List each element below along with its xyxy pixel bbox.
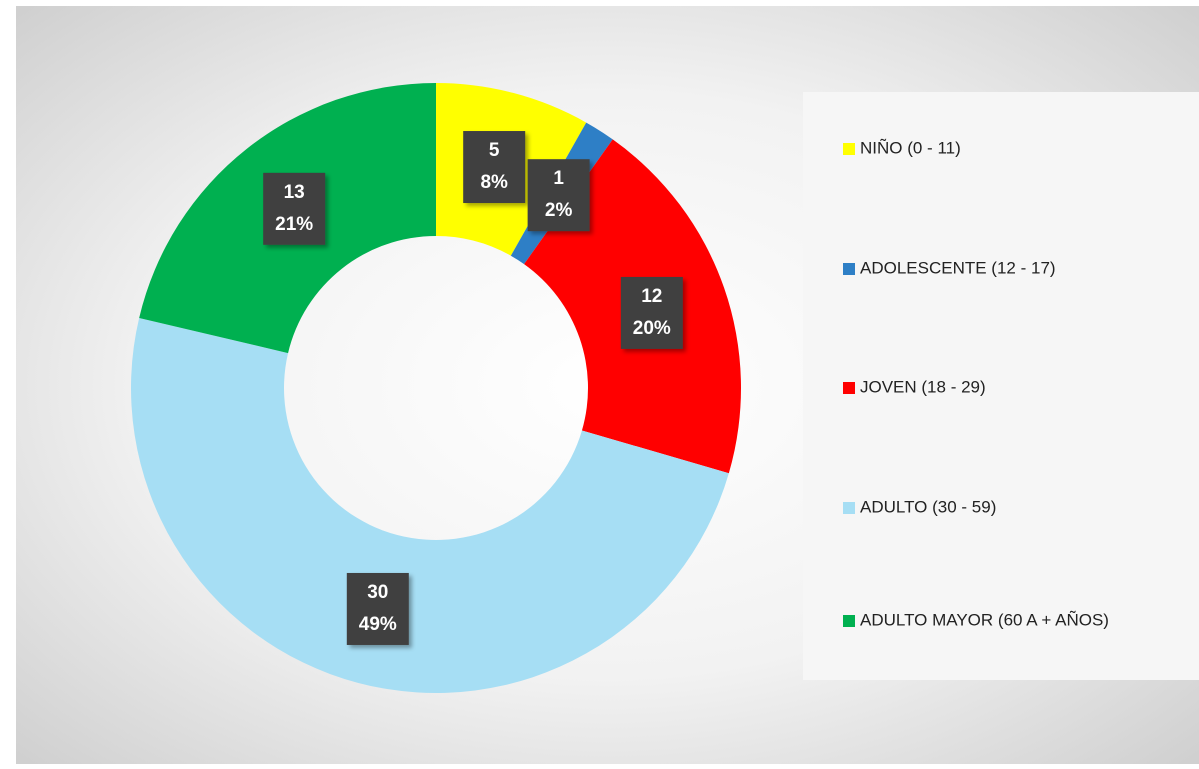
data-label-percent: 2% (545, 200, 573, 221)
data-label-box (527, 159, 590, 232)
data-label-value: 5 (489, 140, 500, 161)
data-label-value: 13 (284, 182, 305, 203)
legend-label: ADOLESCENTE (12 - 17) (860, 258, 1056, 277)
data-label-percent: 8% (480, 172, 508, 193)
data-label-percent: 49% (359, 614, 397, 635)
legend-swatch (843, 382, 855, 394)
data-label-box (263, 172, 326, 245)
legend-swatch (843, 263, 855, 275)
legend-swatch (843, 502, 855, 514)
data-label-box (620, 276, 683, 349)
legend-label: NIÑO (0 - 11) (860, 138, 961, 157)
legend-swatch (843, 615, 855, 627)
data-label-value: 1 (553, 168, 564, 189)
legend-label: ADULTO (30 - 59) (860, 497, 996, 516)
data-label-percent: 20% (633, 318, 671, 339)
legend-label: ADULTO MAYOR (60 A + AÑOS) (860, 610, 1109, 629)
data-label-value: 12 (641, 286, 662, 307)
legend-swatch (843, 143, 855, 155)
data-label-box (346, 572, 409, 645)
donut-slice (131, 317, 729, 693)
data-label-box (463, 131, 526, 204)
data-label-percent: 21% (275, 214, 313, 235)
legend-panel (803, 92, 1199, 680)
data-label-value: 30 (367, 582, 388, 603)
legend-label: JOVEN (18 - 29) (860, 377, 986, 396)
